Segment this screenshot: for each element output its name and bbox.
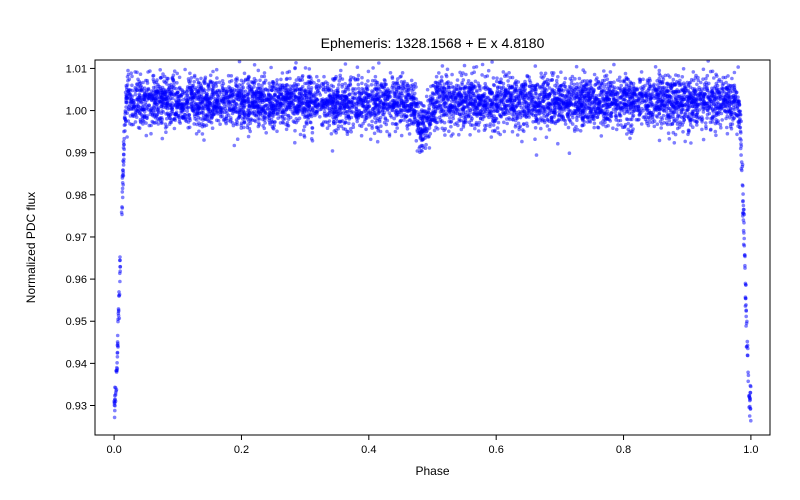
y-tick-label: 0.98 <box>66 190 87 202</box>
y-tick-label: 0.93 <box>66 401 87 413</box>
y-tick-label: 0.94 <box>66 358 87 370</box>
y-axis-label: Normalized PDC flux <box>24 192 38 303</box>
chart-title: Ephemeris: 1328.1568 + E x 4.8180 <box>321 35 545 51</box>
y-tick-label: 0.96 <box>66 274 87 286</box>
y-tick-label: 0.97 <box>66 232 87 244</box>
x-tick-label: 0.8 <box>616 444 631 456</box>
y-tick-label: 1.00 <box>66 106 87 118</box>
x-axis-label: Phase <box>415 464 449 478</box>
chart-container: 0.0 0.2 0.4 0.6 0.8 1.0 0.93 0.94 0.95 0.96 0.97 0.… <box>0 0 800 500</box>
y-tick-label: 0.95 <box>66 316 87 328</box>
x-tick-label: 0.6 <box>489 444 504 456</box>
y-tick-label: 0.99 <box>66 148 87 160</box>
x-tick-label: 0.2 <box>234 444 249 456</box>
scatter-plot: 0.0 0.2 0.4 0.6 0.8 1.0 0.93 0.94 0.95 0.96 0.97 0.… <box>0 0 800 500</box>
x-tick-label: 0.4 <box>361 444 376 456</box>
x-tick-label: 1.0 <box>743 444 758 456</box>
x-tick-label: 0.0 <box>106 444 121 456</box>
y-tick-label: 1.01 <box>66 63 87 75</box>
